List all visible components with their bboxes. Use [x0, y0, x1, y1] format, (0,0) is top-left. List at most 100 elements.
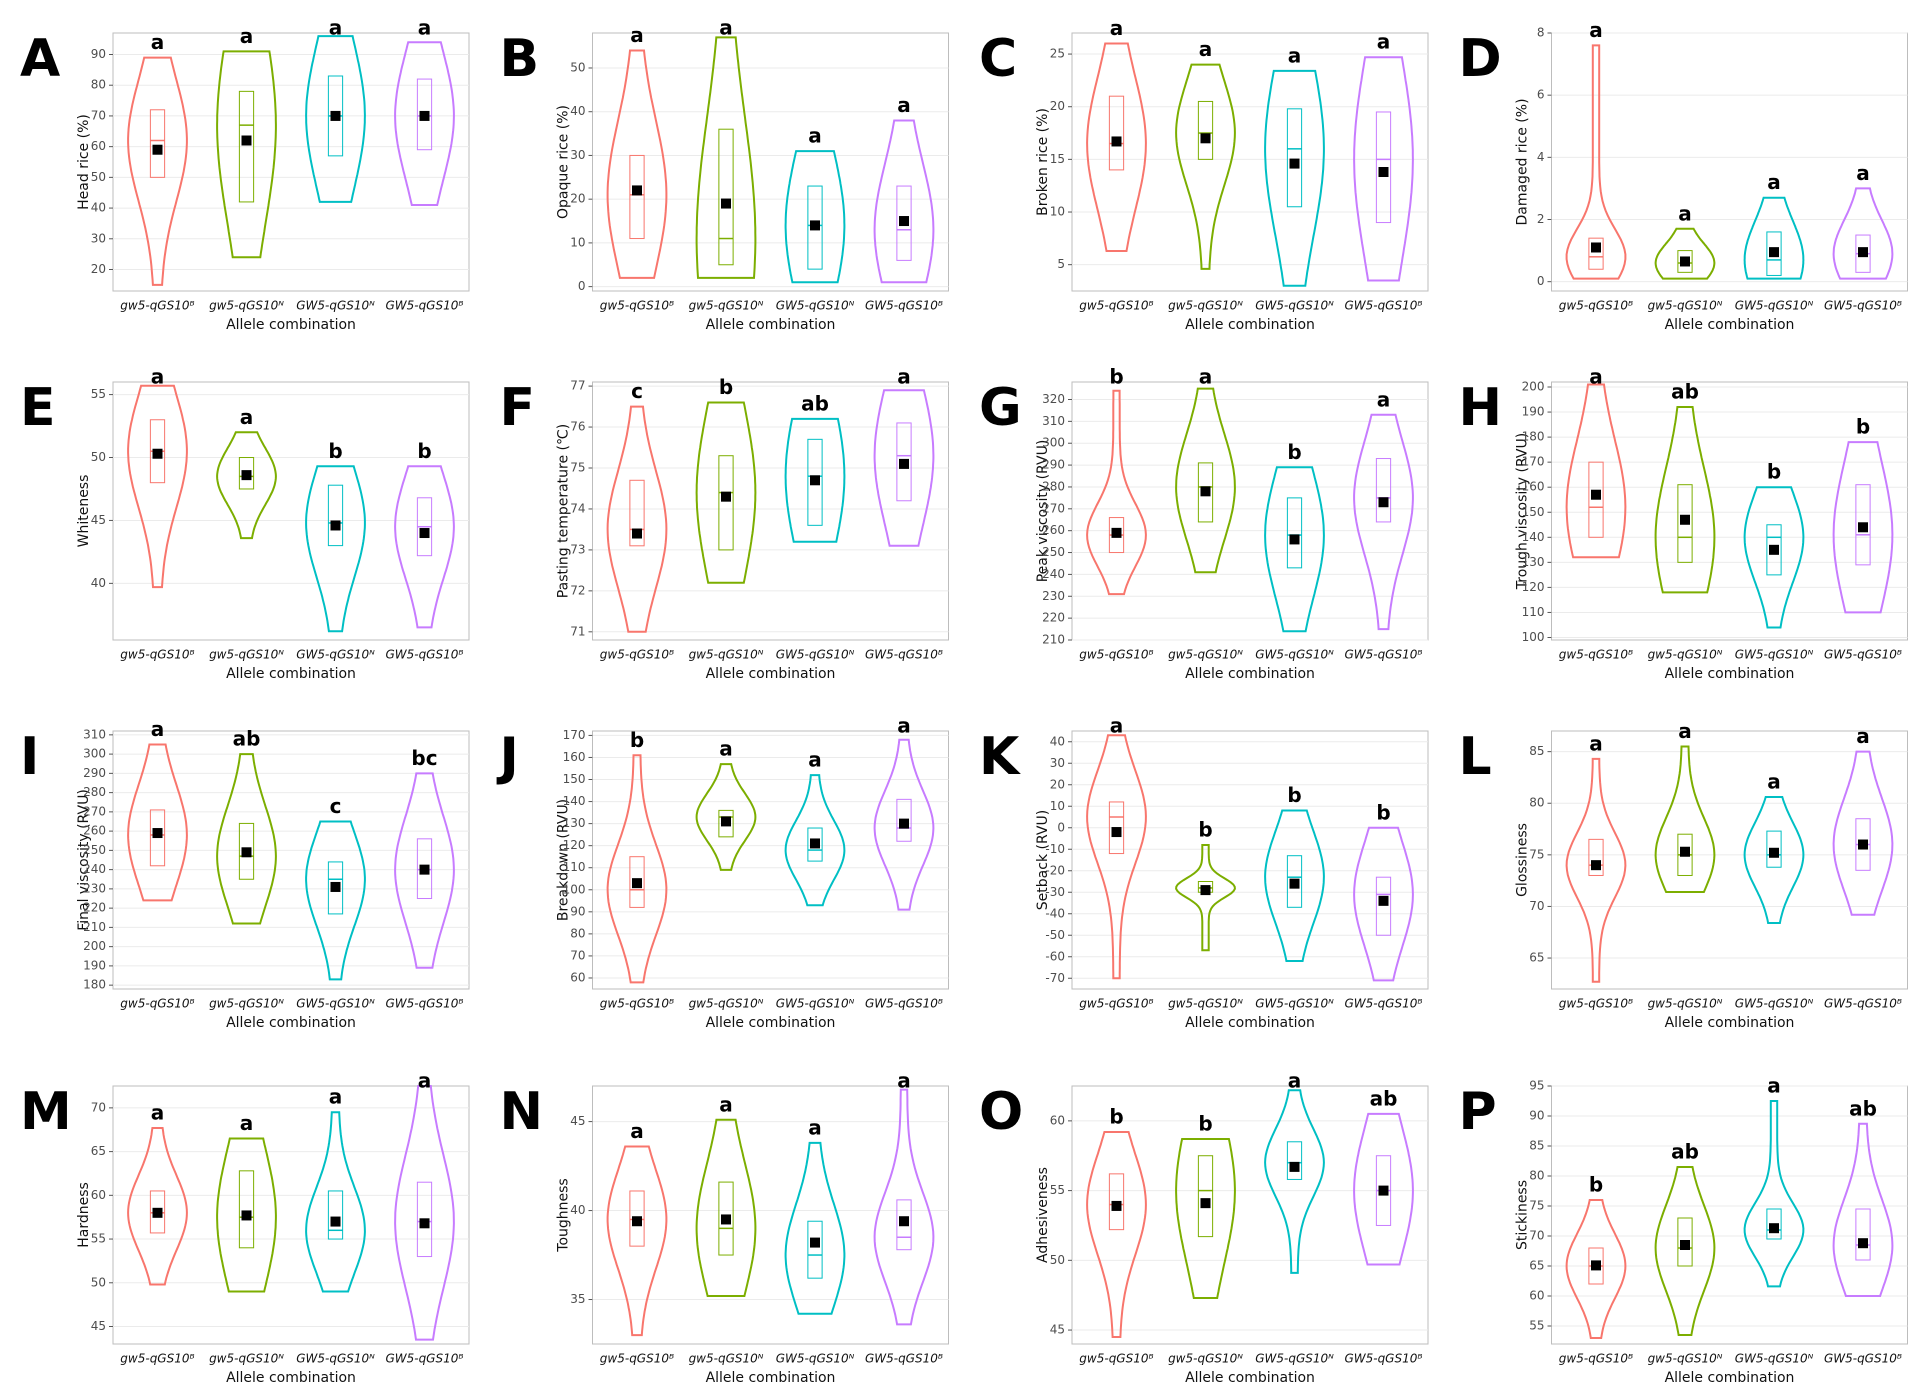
mean-marker [419, 1218, 430, 1229]
x-tick-label: gw5-qGS10ᴮ [600, 997, 674, 1011]
y-tick-label: 200 [1522, 380, 1545, 394]
x-tick-label: gw5-qGS10ᴺ [1168, 997, 1243, 1011]
y-tick-label: 55 [91, 1232, 106, 1246]
y-tick-label: 320 [1042, 392, 1065, 406]
violin [1654, 227, 1716, 280]
significance-letter: b [1198, 817, 1212, 841]
x-tick-label: GW5-qGS10ᴮ [865, 997, 943, 1011]
box [1677, 484, 1693, 563]
y-tick-label: -30 [1045, 885, 1065, 899]
box [807, 1220, 823, 1279]
mean-marker [810, 838, 820, 849]
x-tick-label: gw5-qGS10ᴮ [1559, 299, 1633, 313]
y-tick-label: 10 [1050, 205, 1065, 219]
mean-marker [241, 1210, 252, 1221]
significance-letter: a [240, 1111, 254, 1135]
mean-marker [899, 458, 909, 469]
mean-marker [1591, 242, 1601, 253]
mean-marker [1200, 885, 1211, 896]
x-tick-label: GW5-qGS10ᴺ [1255, 1352, 1334, 1366]
y-tick-label: 73 [570, 542, 585, 556]
panel: H Trough viscosity (RVU) Allele combinatio… [1459, 365, 1908, 682]
panel-letter: D [1459, 29, 1502, 89]
y-tick-label: 45 [91, 513, 106, 527]
violin [1353, 1112, 1414, 1266]
y-tick-label: 180 [83, 978, 106, 992]
y-tick-label: 70 [1529, 899, 1544, 913]
y-tick-label: 50 [91, 1275, 106, 1289]
mean-marker [152, 448, 163, 459]
y-tick-label: 180 [1522, 430, 1545, 444]
x-tick-label: gw5-qGS10ᴮ [1559, 997, 1633, 1011]
y-tick-label: 280 [83, 785, 106, 799]
significance-letter: bc [411, 746, 437, 770]
mean-marker [632, 528, 642, 539]
y-tick-label: 30 [91, 231, 106, 245]
violin [1743, 196, 1805, 280]
y-tick-label: 290 [83, 766, 106, 780]
y-tick-label: 25 [1050, 47, 1065, 61]
significance-letter: b [1109, 365, 1123, 389]
mean-marker [419, 110, 430, 121]
y-tick-label: 45 [570, 1114, 585, 1128]
x-tick-label: gw5-qGS10ᴮ [1079, 997, 1153, 1011]
y-tick-label: 45 [91, 1319, 106, 1333]
significance-letter: a [1199, 37, 1213, 61]
y-tick-label: 70 [91, 1100, 106, 1114]
significance-letter: a [151, 365, 165, 389]
y-tick-label: 70 [570, 948, 585, 962]
x-axis-label: Allele combination [226, 666, 356, 682]
x-tick-label: gw5-qGS10ᴺ [689, 648, 764, 662]
mean-marker [1200, 1198, 1211, 1209]
mean-marker [1769, 1223, 1779, 1234]
y-tick-label: 140 [1522, 530, 1545, 544]
mean-marker [1200, 133, 1211, 144]
x-tick-label: GW5-qGS10ᴮ [1344, 648, 1422, 662]
mean-marker [1289, 158, 1300, 169]
violin [305, 820, 366, 981]
mean-marker [632, 185, 642, 196]
x-axis-label: Allele combination [1665, 1370, 1795, 1383]
x-tick-label: GW5-qGS10ᴺ [1255, 299, 1334, 313]
y-tick-label: 140 [563, 794, 586, 808]
violin [305, 35, 366, 203]
x-tick-label: GW5-qGS10ᴮ [1824, 648, 1902, 662]
mean-marker [419, 864, 430, 875]
mean-marker [1111, 827, 1122, 838]
violin [394, 1085, 455, 1341]
mean-marker [1858, 839, 1868, 850]
y-tick-label: 85 [1529, 1139, 1544, 1153]
y-tick-label: 130 [563, 816, 586, 830]
violin [695, 763, 757, 871]
x-axis-label: Allele combination [1185, 1015, 1315, 1031]
violin [216, 753, 277, 925]
y-tick-label: 220 [83, 901, 106, 915]
plot-background [1551, 730, 1908, 990]
mean-marker [1378, 895, 1389, 906]
y-axis-label: Final viscosity (RVU) [76, 789, 92, 931]
mean-marker [810, 475, 820, 486]
y-tick-label: 90 [570, 904, 585, 918]
box [1677, 1217, 1693, 1267]
y-tick-label: 300 [1042, 436, 1065, 450]
mean-marker [721, 816, 731, 827]
violin [1086, 42, 1147, 252]
y-tick-label: 60 [570, 970, 585, 984]
significance-letter: a [1199, 365, 1213, 389]
y-tick-label: -20 [1045, 863, 1065, 877]
y-tick-label: 220 [1042, 611, 1065, 625]
violin [394, 465, 455, 629]
y-tick-label: 260 [83, 824, 106, 838]
y-tick-label: 74 [570, 501, 585, 515]
y-tick-label: 4 [1537, 150, 1545, 164]
panel-letter: A [20, 29, 60, 89]
box [327, 484, 344, 547]
mean-marker [721, 1214, 731, 1225]
y-tick-label: -10 [1045, 842, 1065, 856]
x-tick-label: GW5-qGS10ᴮ [385, 1352, 463, 1366]
panel-letter: I [20, 727, 39, 787]
x-tick-label: GW5-qGS10ᴮ [385, 299, 463, 313]
mean-marker [330, 881, 341, 892]
x-tick-label: GW5-qGS10ᴮ [865, 648, 943, 662]
